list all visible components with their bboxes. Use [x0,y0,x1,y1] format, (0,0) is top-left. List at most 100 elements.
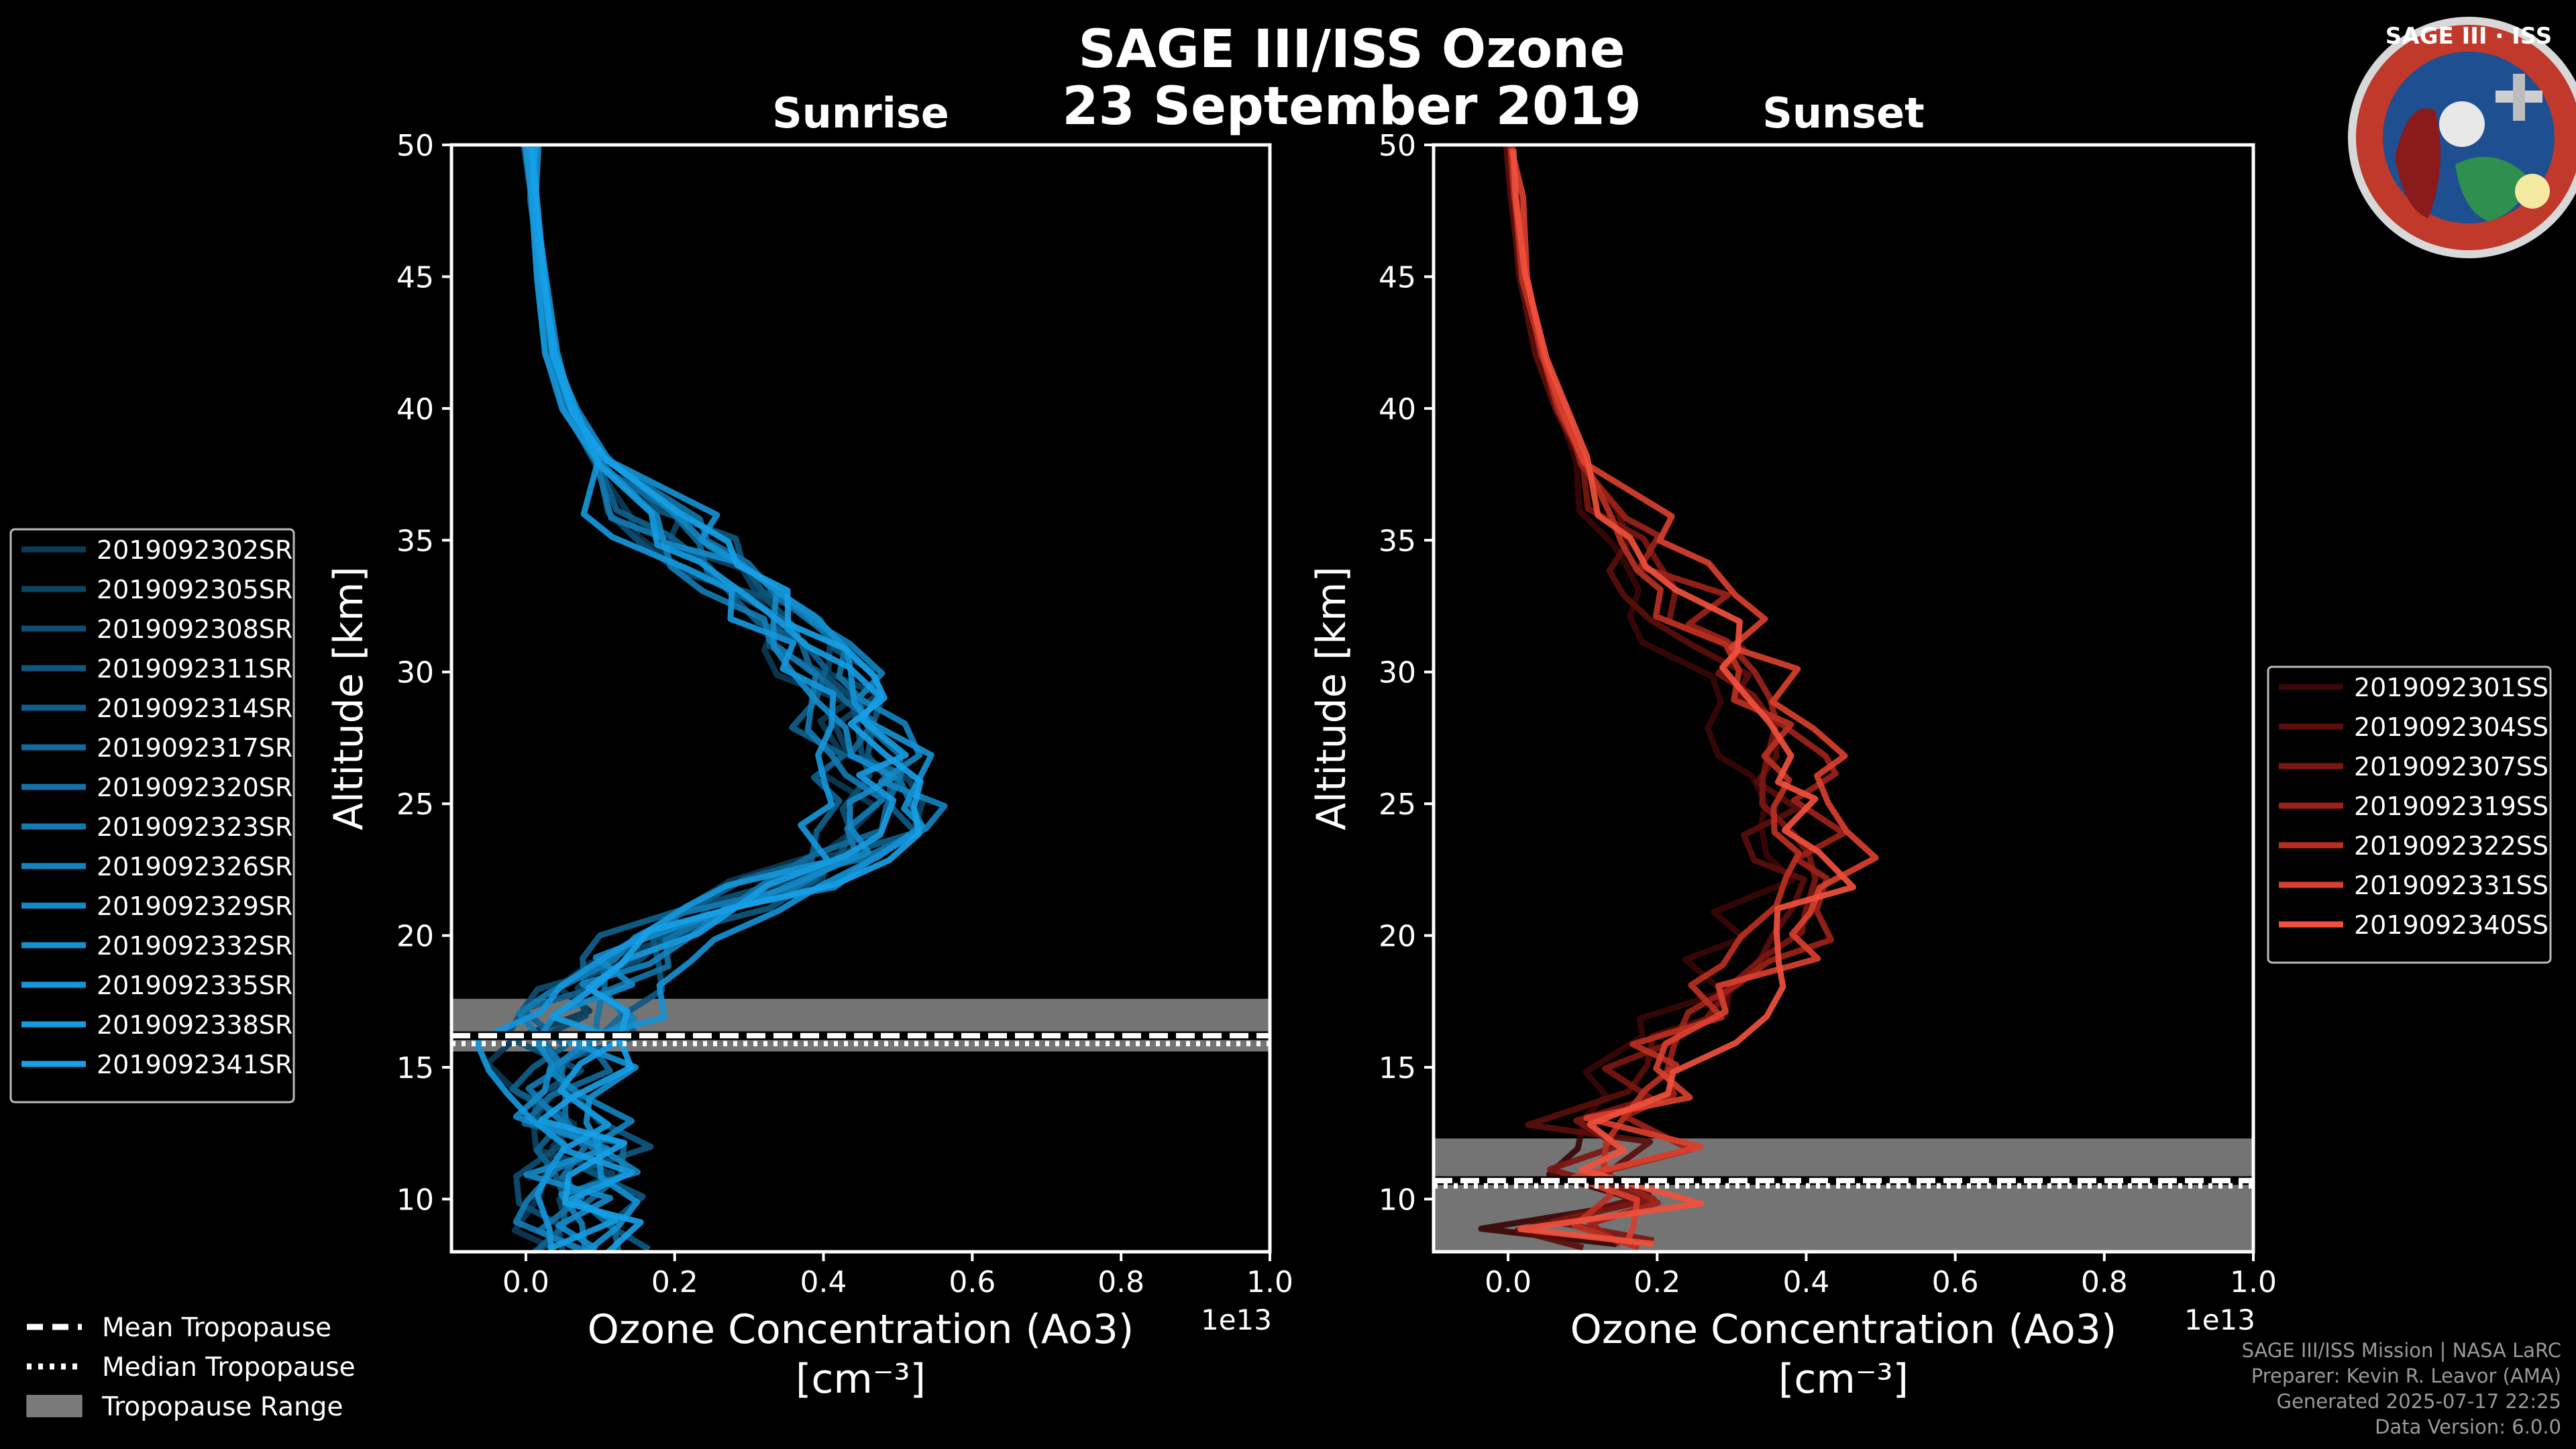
tropopause-range-label: Tropopause Range [101,1392,343,1422]
x-axis-units: [cm⁻³] [1778,1356,1909,1403]
y-tick-label: 20 [396,920,434,954]
legend-entry: 2019092331SS [2354,871,2548,900]
y-tick-label: 20 [1379,920,1416,954]
tropopause-legend: Mean Tropopause Median Tropopause Tropop… [26,1313,356,1422]
legend-entry: 2019092308SR [97,614,292,644]
legend-entry: 2019092329SR [97,892,292,921]
axes-frame [1432,143,2255,1254]
sage-logo: SAGE III · ISS [2348,17,2576,258]
y-axis-label: Altitude [km] [1308,566,1355,830]
legend-entry: 2019092320SR [97,773,292,802]
y-tick-label: 35 [396,524,434,558]
median-tropopause-label: Median Tropopause [102,1352,356,1383]
x-axis-label: Ozone Concentration (Ao3) [1570,1306,2117,1353]
x-tick-label: 1.0 [2230,1265,2277,1299]
logo-sun [2515,174,2550,209]
y-tick-label: 25 [1379,788,1416,822]
figure-title: SAGE III/ISS Ozone [1078,19,1625,80]
profile-line [521,145,905,1252]
y-tick-label: 15 [1379,1051,1416,1085]
footer-credits: SAGE III/ISS Mission | NASA LaRC Prepare… [2242,1338,2561,1440]
profile-line [1508,148,1879,1242]
sunrise-panel: 0.0 0.2 0.4 0.6 0.8 1.0 10 15 20 25 30 35 40 45 50 1e13… [9,89,1293,1403]
legend-entry: 2019092326SR [97,852,292,881]
logo-figure [2395,108,2440,218]
legend-entry: 2019092301SS [2354,673,2548,702]
profile-line [1508,148,1802,1251]
plot-area [451,145,1270,1252]
panel-title: Sunrise [772,89,949,138]
legend-entry: 2019092323SR [97,812,292,842]
tropopause-range-swatch [26,1395,83,1417]
logo-title: SAGE III · ISS [2385,23,2552,50]
legend-entry: 2019092317SR [97,733,292,763]
profile-line [509,145,847,1252]
legend-entry: 2019092322SS [2354,831,2548,861]
legend-frame [2267,665,2552,964]
profile-line [528,148,924,1252]
legend-entry: 2019092338SR [97,1010,292,1040]
footer-line: Preparer: Kevin R. Leavor (AMA) [2251,1364,2561,1387]
x-tick-label: 0.6 [949,1265,996,1299]
profile-line [528,147,909,1252]
logo-moon [2439,101,2485,147]
x-tick-label: 0.6 [1932,1265,1979,1299]
x-tick-label: 0.8 [2081,1265,2128,1299]
x-tick-label: 0.8 [1097,1265,1144,1299]
y-tick-label: 10 [1379,1183,1416,1217]
footer-line: SAGE III/ISS Mission | NASA LaRC [2241,1339,2561,1362]
legend-entry: 2019092340SS [2354,910,2548,940]
x-multiplier-label: 1e13 [1201,1303,1272,1336]
plot-area [1434,145,2253,1252]
y-tick-label: 30 [396,656,434,690]
profile-line [1507,146,1847,1247]
y-tick-label: 50 [1379,129,1416,163]
y-tick-label: 35 [1379,524,1416,558]
legend-entry: 2019092311SR [97,654,292,684]
x-tick-label: 0.0 [1485,1265,1532,1299]
x-axis-units: [cm⁻³] [796,1356,926,1403]
legend-entry: 2019092307SS [2354,752,2548,782]
y-tick-label: 30 [1379,656,1416,690]
axes-frame [449,143,1272,1254]
profile-line [1509,146,1819,1244]
mean-tropopause-label: Mean Tropopause [102,1313,331,1343]
profile-line [532,145,934,1252]
panel-title: Sunset [1762,89,1925,138]
y-axis-label: Altitude [km] [325,566,372,830]
x-axis-label: Ozone Concentration (Ao3) [588,1306,1134,1353]
x-multiplier-label: 1e13 [2184,1303,2255,1336]
x-tick-label: 0.4 [1782,1265,1829,1299]
legend-entry: 2019092341SR [97,1050,292,1079]
legend-frame [9,528,295,1104]
logo-station-panel [2513,74,2525,121]
x-tick-label: 0.0 [502,1265,549,1299]
y-tick-label: 40 [396,392,434,427]
series-legend: 2019092301SS 2019092304SS 2019092307SS 2019… [2267,665,2552,964]
y-tick-label: 50 [396,129,434,163]
y-tick-label: 45 [396,260,434,294]
profile-line [1510,149,1856,1247]
y-tick-label: 10 [396,1183,434,1217]
y-tick-label: 15 [396,1051,434,1085]
x-tick-label: 0.4 [800,1265,847,1299]
legend-entry: 2019092319SS [2354,792,2548,821]
y-tick-label: 25 [396,788,434,822]
figure-subtitle: 23 September 2019 [1062,76,1642,137]
legend-entry: 2019092332SR [97,931,292,961]
sunset-panel: 0.0 0.2 0.4 0.6 0.8 1.0 10 15 20 25 30 35 40 45 50 1e13… [1308,89,2552,1403]
x-tick-label: 1.0 [1246,1265,1293,1299]
series-legend: 2019092302SR 2019092305SR 2019092308SR 2019… [9,528,295,1104]
legend-entry: 2019092305SR [97,575,292,604]
legend-entry: 2019092335SR [97,971,292,1000]
y-tick-label: 45 [1379,260,1416,294]
legend-entry: 2019092304SS [2354,712,2548,742]
logo-earth [2455,156,2529,221]
footer-line: Data Version: 6.0.0 [2375,1415,2561,1438]
legend-entry: 2019092314SR [97,694,292,723]
profile-line [473,146,837,1252]
legend-entry: 2019092302SR [97,535,292,565]
x-tick-label: 0.2 [651,1265,698,1299]
y-tick-label: 40 [1379,392,1416,427]
